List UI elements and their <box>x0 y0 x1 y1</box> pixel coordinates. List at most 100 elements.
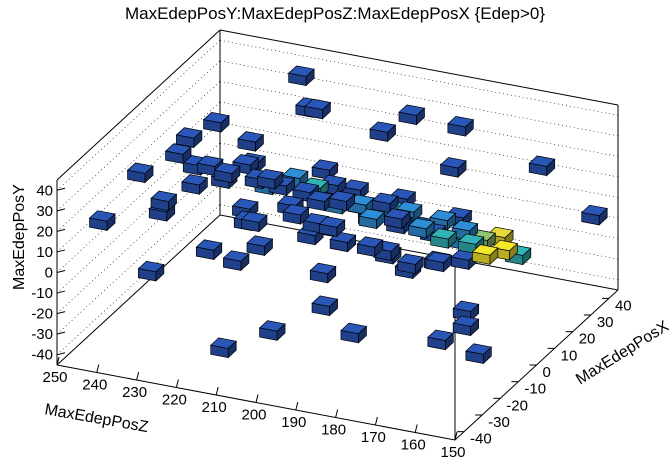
z-tick-label: 230 <box>122 384 147 401</box>
box-face <box>286 178 295 197</box>
y-tick-label: -40 <box>31 347 53 364</box>
box-face <box>199 177 208 195</box>
box-face <box>470 318 479 337</box>
data-box <box>209 337 237 359</box>
frame-edge <box>219 214 619 291</box>
data-box <box>369 121 397 143</box>
box-face <box>329 162 338 181</box>
frame-edge <box>56 29 221 181</box>
box-face <box>327 265 337 284</box>
data-box <box>397 253 425 275</box>
box-face <box>598 207 608 226</box>
data-box <box>398 104 426 126</box>
data-box <box>150 190 178 212</box>
box-face <box>509 242 518 261</box>
data-box <box>311 295 339 317</box>
box-face <box>276 323 286 342</box>
box-face <box>322 101 331 120</box>
data-box <box>256 168 284 190</box>
box-face <box>470 303 480 322</box>
data-box <box>452 315 480 337</box>
box-face <box>168 193 177 212</box>
box-face <box>227 340 237 359</box>
box-face <box>443 254 452 273</box>
y-tick-label: -30 <box>31 326 53 343</box>
box-face <box>300 206 309 225</box>
box-face <box>264 238 273 257</box>
chart-title: MaxEdepPosY:MaxEdepPosZ:MaxEdepPosX {Ede… <box>124 4 546 23</box>
data-box <box>311 159 339 181</box>
data-box <box>425 251 453 273</box>
y-axis-label: MaxEdepPosY <box>11 184 28 290</box>
y-tick <box>56 228 66 232</box>
data-box <box>329 231 357 253</box>
box-face <box>416 107 425 126</box>
data-box <box>430 228 457 250</box>
grid-line <box>219 39 619 116</box>
data-box <box>213 162 241 184</box>
box-face <box>337 177 347 196</box>
data-box <box>282 204 310 225</box>
data-box <box>371 192 399 214</box>
grid-line <box>56 81 221 232</box>
z-tick <box>215 386 219 396</box>
box-face <box>193 130 203 149</box>
box-face <box>390 243 400 262</box>
box-face <box>414 256 424 275</box>
box-face <box>213 242 223 261</box>
frame-edge <box>56 214 221 366</box>
data-box <box>340 322 368 344</box>
x-tick-label: 40 <box>615 297 632 314</box>
data-box <box>181 174 209 195</box>
box-face <box>457 159 467 178</box>
y-tick <box>56 187 66 191</box>
z-tick-label: 150 <box>440 444 465 461</box>
z-tick <box>136 371 140 381</box>
z-tick-label: 240 <box>82 377 107 394</box>
box-face <box>155 263 165 282</box>
data-box <box>439 157 467 178</box>
grid-line <box>219 60 619 137</box>
z-tick <box>295 401 299 411</box>
box-face <box>258 214 268 233</box>
box-face <box>106 213 116 232</box>
box-face <box>546 158 556 177</box>
box-face <box>465 118 474 137</box>
box-face <box>425 220 435 239</box>
y-tick <box>56 311 66 315</box>
box-face <box>329 298 338 317</box>
frame-edge <box>219 29 619 106</box>
z-tick <box>255 394 259 403</box>
data-box <box>246 235 274 257</box>
y-tick-label: -20 <box>31 306 53 323</box>
y-tick <box>56 249 66 253</box>
x-tick-label: 0 <box>543 364 551 381</box>
z-axis-label: MaxEdepPosZ <box>43 401 150 436</box>
grid-line <box>56 122 221 273</box>
grid-line <box>56 183 221 335</box>
data-box <box>318 216 346 238</box>
box-face <box>231 165 241 184</box>
box-face <box>413 204 423 223</box>
y-tick-label: 40 <box>36 182 53 199</box>
y-tick <box>56 331 66 335</box>
z-tick-label: 250 <box>42 369 67 386</box>
box-face <box>255 134 264 153</box>
x-tick-label: -10 <box>524 381 546 398</box>
y-tick-label: 30 <box>36 203 53 220</box>
data-box <box>164 143 192 165</box>
data-box <box>195 239 223 261</box>
data-box <box>429 209 457 231</box>
z-tick <box>374 416 378 426</box>
box-face <box>401 211 411 230</box>
box-face <box>346 193 355 212</box>
x-axis-label: MaxEdepPosX <box>573 318 670 389</box>
z-tick-label: 220 <box>162 392 187 409</box>
y-tick-label: 10 <box>36 244 53 261</box>
x-tick-label: 30 <box>597 314 614 331</box>
box-face <box>274 171 284 190</box>
y-tick <box>56 290 66 294</box>
x-tick-label: -40 <box>470 431 492 448</box>
